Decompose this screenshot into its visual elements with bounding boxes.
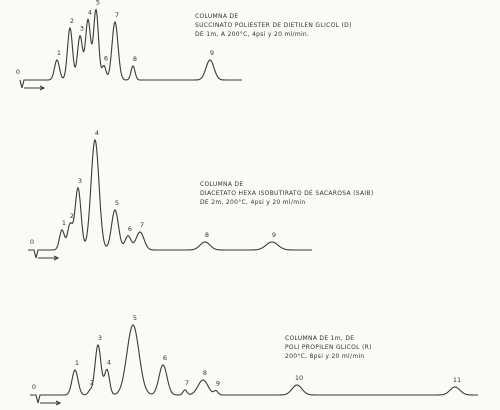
peak-label: 8 [205,231,209,239]
peak-label: 7 [185,379,189,387]
caption-line: COLUMNA DE [195,13,238,20]
caption-line: DE 2m, 200°C, 4psi y 20 ml/min [200,199,305,206]
peak-label: 2 [70,17,74,25]
peak-label: 5 [96,0,100,7]
chromatogram-trace [28,138,312,259]
peak-label: 6 [163,354,167,362]
chromatogram-trace [30,324,478,404]
peak-label: 8 [203,369,207,377]
caption-line: COLUMNA DE [200,181,243,188]
peak-label: 0 [30,238,34,246]
peak-label: 4 [95,129,99,137]
peak-label: 6 [128,225,132,233]
caption-line: SUCCINATO POLIESTER DE DIETILEN GLICOL (… [195,22,352,29]
peak-label: 1 [57,49,61,57]
peak-label: 11 [453,376,461,384]
peak-label: 8 [133,55,137,63]
peak-label: 9 [210,49,214,57]
flow-arrow [38,255,60,261]
caption-line: 200°C, 8psi y 20 ml/min [285,353,365,360]
peak-label: 9 [216,379,220,387]
flow-arrow [40,400,62,406]
peak-label: 5 [133,314,137,322]
peak-label: 9 [272,231,276,239]
peak-label: 1 [75,359,79,367]
peak-label: 5 [115,199,119,207]
peak-label: 1 [62,219,66,227]
peak-label: 3 [78,177,82,185]
chromatogram-trace [19,8,242,89]
caption-line: COLUMNA DE 1m, DE [285,335,354,342]
peak-label: 2 [90,379,94,387]
peak-label: 3 [80,25,84,33]
peak-label: 4 [88,8,92,16]
peak-label: 0 [16,68,20,76]
peak-label: 0 [32,383,36,391]
peak-label: 7 [140,221,144,229]
flow-arrow [24,85,46,91]
peak-label: 7 [115,11,119,19]
caption-line: DE 1m, A 200°C, 4psi y 20 ml/min. [195,31,309,38]
caption-line: DIACETATO HEXA ISOBUTIRATO DE SACAROSA (… [200,190,373,197]
peak-label: 2 [70,212,74,220]
caption-line: POLI PROPILEN GLICOL (R) [285,344,372,351]
peak-label: 10 [295,374,303,382]
peak-label: 4 [107,358,111,366]
peak-label: 6 [104,55,108,63]
peak-label: 3 [98,334,102,342]
